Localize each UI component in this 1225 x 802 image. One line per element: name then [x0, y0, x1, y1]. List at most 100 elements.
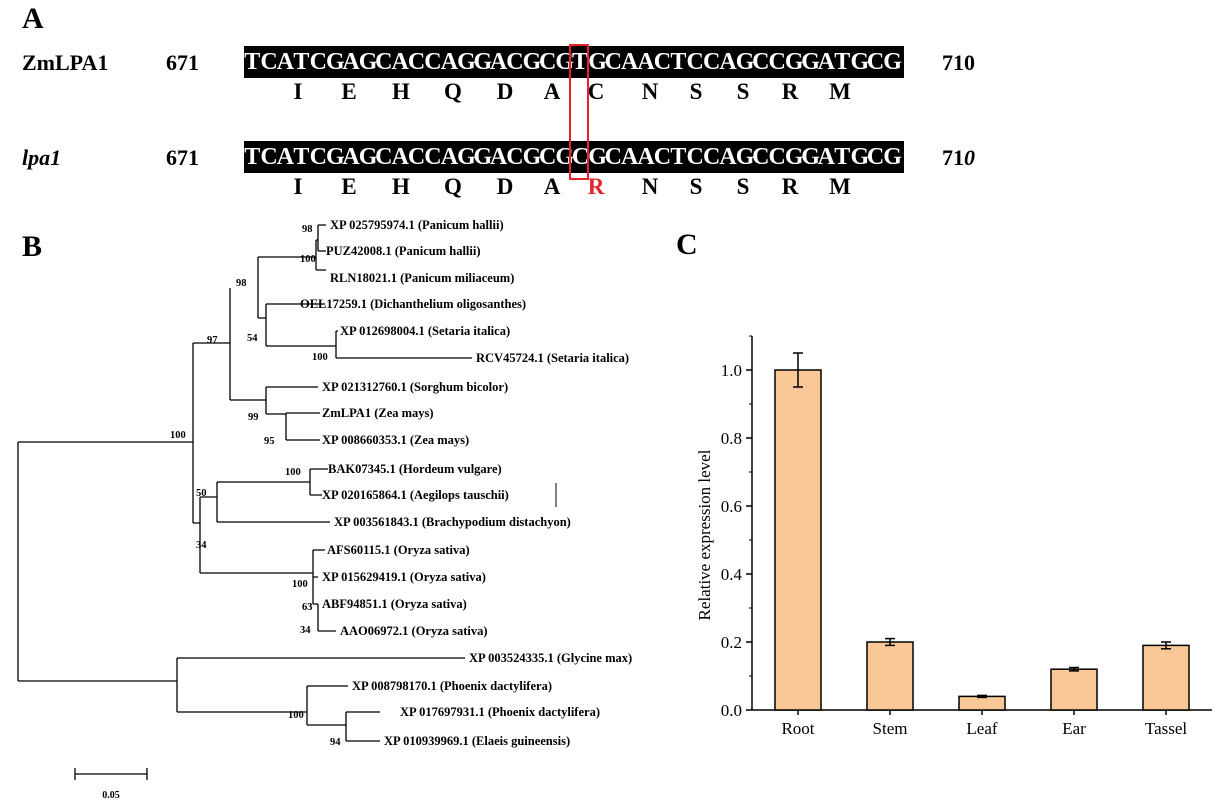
nucleotide: C — [604, 49, 622, 75]
bootstrap-value: 100 — [292, 579, 308, 590]
amino-acid: N — [641, 174, 659, 199]
chart-y-tick-label: 1.0 — [721, 361, 742, 380]
nucleotide: C — [702, 49, 721, 75]
bootstrap-value: 95 — [264, 436, 275, 447]
nucleotide: T — [244, 49, 261, 75]
taxon-label: RCV45724.1 (Setaria italica) — [476, 351, 629, 365]
nucleotide: T — [834, 49, 851, 75]
amino-acid: S — [736, 79, 750, 104]
gene-name-mutant: lpa1 — [22, 145, 62, 170]
nucleotide: A — [440, 144, 459, 170]
taxon-label: XP 017697931.1 (Phoenix dactylifera) — [400, 705, 600, 719]
chart-bar — [866, 641, 914, 711]
nucleotide: A — [620, 49, 639, 75]
nucleotide: C — [424, 144, 442, 170]
seq-end-wildtype: 710 — [942, 50, 975, 75]
nucleotide: A — [817, 144, 836, 170]
nucleotide: C — [506, 49, 524, 75]
nucleotide: T — [293, 49, 310, 75]
bootstrap-value: 99 — [248, 412, 259, 423]
nucleotide: A — [391, 144, 409, 170]
chart-bar — [1142, 644, 1190, 711]
chart-y-axis-label: Relative expression level — [695, 449, 714, 620]
nucleotide: A — [276, 144, 295, 170]
nucleotide: A — [342, 49, 360, 75]
bootstrap-value: 94 — [330, 737, 341, 748]
nucleotide: G — [784, 49, 804, 75]
bootstrap-labels: 98 100 98 54 100 97 99 95 100 100 50 34 100 63 34 100 94 — [170, 224, 341, 748]
scale-bar-label: 0.05 — [102, 790, 120, 801]
taxon-label: XP 012698004.1 (Setaria italica) — [340, 324, 510, 338]
amino-acid: R — [781, 174, 799, 199]
bootstrap-value: 98 — [302, 224, 313, 235]
bootstrap-value: 63 — [302, 602, 313, 613]
nucleotide: G — [457, 49, 476, 75]
nucleotide: T — [244, 144, 261, 170]
nucleotide: C — [260, 144, 278, 170]
amino-acid: A — [543, 79, 561, 104]
nucleotide: A — [342, 144, 360, 170]
taxon-label: AAO06972.1 (Oryza sativa) — [340, 624, 488, 638]
nucleotide: G — [588, 49, 607, 75]
nucleotide: G — [883, 49, 902, 75]
nucleotide: C — [768, 144, 786, 170]
nucleotide: C — [407, 49, 426, 75]
amino-acid: A — [543, 174, 561, 199]
nucleotide: A — [489, 49, 508, 75]
nucleotide: G — [457, 144, 476, 170]
taxon-label: PUZ42008.1 (Panicum hallii) — [326, 244, 481, 258]
nucleotide: A — [489, 144, 508, 170]
nucleotide: A — [391, 49, 409, 75]
amino-acid: S — [689, 174, 703, 199]
chart-ticks: 0.0 0.2 0.4 0.6 0.8 1.0 Root Stem Leaf Ear Tassel — [721, 335, 1187, 738]
nucleotide: T — [293, 144, 310, 170]
chart-bar — [1050, 668, 1098, 711]
nucleotide: G — [588, 144, 607, 170]
nucleotide: G — [325, 144, 345, 170]
amino-acid: D — [496, 174, 514, 199]
nucleotide: G — [735, 49, 755, 75]
sequence-wildtype: TCATCGAGCACCAGGACGCGTGCAACTCCAGCCGGATGCG — [244, 46, 904, 78]
bootstrap-value: 50 — [196, 488, 207, 499]
nucleotide: C — [309, 49, 327, 75]
chart-x-tick-label: Stem — [873, 719, 908, 738]
chart-y-tick-label: 0.2 — [721, 633, 742, 652]
bootstrap-value: 54 — [247, 333, 258, 344]
nucleotide: T — [670, 144, 687, 170]
nucleotide: G — [850, 144, 870, 170]
amino-acid: S — [736, 174, 750, 199]
bootstrap-value: 100 — [312, 352, 328, 363]
nucleotide: C — [571, 144, 590, 170]
nucleotide: C — [424, 49, 442, 75]
taxon-label: XP 003524335.1 (Glycine max) — [469, 651, 632, 665]
chart-y-tick-label: 0.6 — [721, 497, 742, 516]
bootstrap-value: 98 — [236, 278, 247, 289]
nucleotide: G — [801, 49, 820, 75]
nucleotide: G — [522, 144, 542, 170]
taxon-label: XP 008798170.1 (Phoenix dactylifera) — [352, 679, 552, 693]
taxon-label: XP 020165864.1 (Aegilops tauschii) — [322, 488, 509, 502]
bootstrap-value: 100 — [300, 254, 316, 265]
nucleotide: G — [784, 144, 804, 170]
taxon-label: BAK07345.1 (Hordeum vulgare) — [328, 462, 502, 476]
amino-acid: I — [293, 174, 303, 199]
chart-bar — [958, 695, 1006, 711]
mutation-highlight-box — [569, 44, 589, 180]
nucleotide: T — [670, 49, 687, 75]
taxon-label: XP 003561843.1 (Brachypodium distachyon) — [334, 515, 571, 529]
nucleotide: C — [702, 144, 721, 170]
chart-x-tick-label: Leaf — [966, 719, 997, 738]
nucleotide: C — [375, 49, 393, 75]
nucleotide: A — [719, 144, 737, 170]
nucleotide: C — [260, 49, 278, 75]
panel-a-letter: A — [22, 2, 44, 35]
amino-acid: C — [587, 79, 605, 104]
nucleotide: A — [637, 144, 655, 170]
nucleotide: G — [473, 144, 493, 170]
nucleotide: T — [572, 49, 589, 75]
panel-b-letter: B — [22, 230, 43, 263]
nucleotide: G — [801, 144, 820, 170]
